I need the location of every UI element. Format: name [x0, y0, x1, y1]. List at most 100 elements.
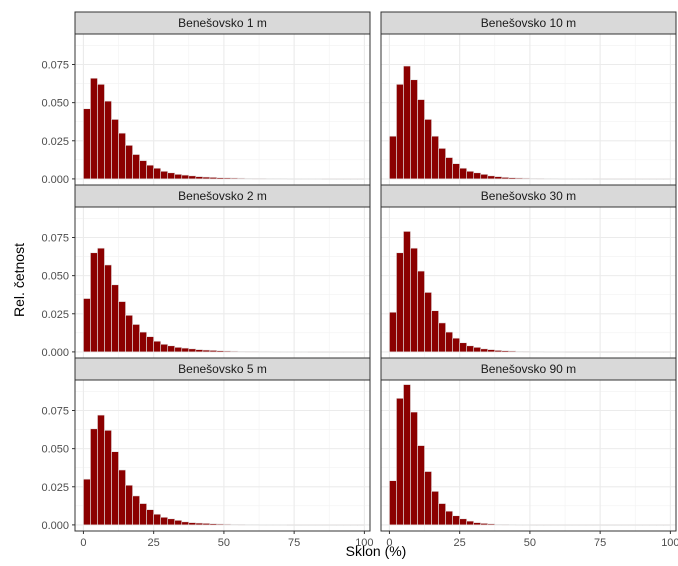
histogram-bar — [494, 176, 503, 180]
histogram-bar — [585, 178, 594, 180]
histogram-bar — [321, 524, 330, 526]
histogram-bar — [550, 351, 559, 353]
histogram-bar — [508, 177, 517, 180]
histogram-bar — [543, 351, 552, 353]
histogram-bar — [438, 322, 446, 353]
histogram-bar — [167, 518, 176, 526]
x-tick-label: 0 — [80, 537, 86, 549]
histogram-bar — [613, 351, 622, 353]
histogram-bar — [536, 178, 545, 180]
histogram-bar — [104, 100, 112, 180]
histogram-bar — [656, 524, 664, 526]
facet-panel: Benešovsko 30 m — [380, 184, 677, 359]
histogram-bar — [244, 524, 253, 526]
histogram-bar — [244, 177, 253, 180]
histogram-bar — [167, 172, 176, 180]
facet-panel: Benešovsko 90 m 0 25 50 75 100 — [380, 357, 678, 549]
histogram-bar — [473, 522, 482, 526]
histogram-bar — [328, 351, 337, 353]
histogram-bar — [452, 515, 460, 526]
histogram-bar — [139, 331, 147, 353]
x-tick-label: 50 — [524, 537, 536, 549]
histogram-bar — [335, 178, 344, 180]
histogram-bar — [132, 495, 140, 526]
histogram-bar — [627, 351, 636, 353]
histogram-bar — [97, 84, 105, 180]
histogram-bar — [536, 351, 545, 353]
histogram-bar — [641, 178, 650, 180]
histogram-bar — [146, 336, 154, 353]
histogram-bar — [335, 351, 344, 353]
histogram-bar — [431, 491, 439, 526]
histogram-bar — [279, 351, 288, 353]
histogram-bar — [508, 350, 517, 353]
histogram-bar — [307, 351, 316, 353]
histogram-bar — [244, 351, 253, 353]
histogram-bar — [585, 524, 594, 526]
histogram-bar — [195, 349, 204, 353]
histogram-bar — [649, 351, 657, 353]
histogram-bar — [293, 178, 302, 180]
histogram-bar — [314, 524, 323, 526]
histogram-bar — [223, 177, 232, 180]
histogram-bar — [321, 178, 330, 180]
histogram-bar — [649, 178, 657, 180]
histogram-bar — [307, 524, 316, 526]
histogram-bar — [279, 178, 288, 180]
histogram-bar — [300, 351, 309, 353]
histogram-bar — [529, 351, 538, 353]
histogram-bar — [265, 524, 274, 526]
histogram-bar — [181, 521, 190, 526]
y-tick-label: 0.050 — [41, 271, 69, 283]
histogram-bar — [265, 351, 274, 353]
histogram-bar — [223, 523, 232, 526]
facet-panel: Benešovsko 5 m 0.000 0.025 0.050 0.075 0 25 50 7… — [41, 357, 374, 549]
histogram-bar — [410, 79, 418, 180]
histogram-bar — [97, 247, 105, 353]
histogram-bar — [202, 349, 211, 353]
histogram-bar — [118, 301, 126, 353]
histogram-bar — [522, 351, 531, 353]
histogram-bar — [578, 178, 587, 180]
histogram-bar — [237, 177, 246, 180]
x-tick-label: 25 — [454, 537, 466, 549]
x-axis-title: Sklon (%) — [346, 543, 407, 559]
histogram-bar — [599, 351, 608, 353]
histogram-bar — [139, 160, 147, 180]
histogram-bar — [564, 524, 573, 526]
y-axis-title: Rel. četnost — [11, 243, 27, 317]
histogram-bar — [251, 524, 260, 526]
histogram-bar — [466, 345, 475, 353]
histogram-bar — [424, 292, 432, 353]
facet-strip-label: Benešovsko 90 m — [481, 362, 576, 376]
histogram-bar — [272, 178, 281, 180]
y-tick-label: 0.000 — [41, 347, 69, 359]
y-tick-label: 0.025 — [41, 482, 69, 494]
histogram-bar — [209, 177, 218, 180]
histogram-bar — [343, 178, 351, 180]
histogram-bar — [272, 524, 281, 526]
histogram-bar — [328, 178, 337, 180]
histogram-bar — [522, 524, 531, 526]
histogram-bar — [557, 524, 566, 526]
histogram-bar — [487, 349, 496, 353]
histogram-bar — [550, 524, 559, 526]
histogram-bar — [627, 524, 636, 526]
histogram-bar — [357, 351, 365, 353]
histogram-bar — [599, 524, 608, 526]
histogram-bar — [118, 132, 126, 180]
histogram-bar — [403, 384, 411, 526]
histogram-bar — [480, 348, 489, 353]
histogram-bar — [529, 177, 538, 180]
histogram-bar — [557, 351, 566, 353]
histogram-bar — [606, 351, 615, 353]
histogram-bar — [564, 351, 573, 353]
histogram-bar — [389, 311, 397, 353]
histogram-bar — [445, 157, 453, 180]
histogram-bar — [90, 428, 98, 526]
histogram-bar — [209, 523, 218, 526]
histogram-bar — [111, 284, 119, 353]
facet-strip-label: Benešovsko 5 m — [178, 362, 267, 376]
histogram-bar — [230, 177, 239, 180]
histogram-bar — [350, 351, 358, 353]
